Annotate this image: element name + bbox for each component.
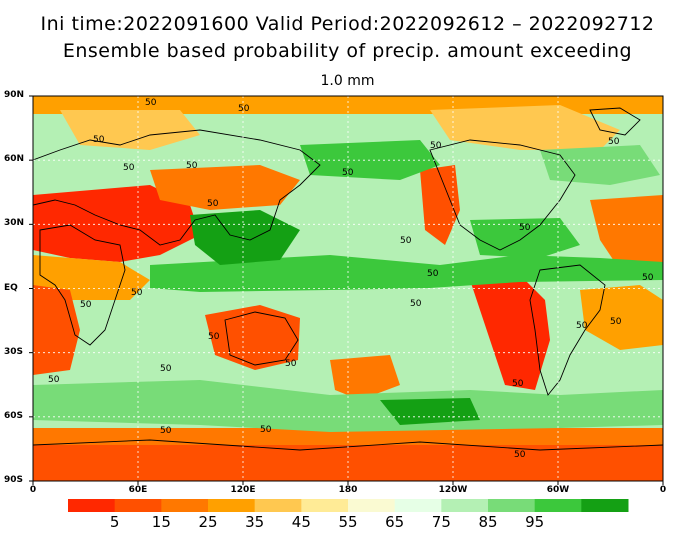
- longitude-label: 60W: [546, 485, 570, 495]
- colorbar-swatch: [208, 499, 256, 512]
- colorbar-swatch: [581, 499, 629, 512]
- california-dry: [420, 165, 460, 245]
- colorbar-label: 15: [151, 513, 171, 531]
- colorbar-label: 65: [385, 513, 405, 531]
- south-pacific-dry: [330, 355, 400, 400]
- contour-label: 50: [160, 426, 172, 436]
- colorbar-swatch: [348, 499, 396, 512]
- contour-label: 50: [430, 141, 442, 151]
- contour-label: 50: [80, 300, 92, 310]
- contour-label: 50: [123, 163, 135, 173]
- longitude-label: 0: [659, 485, 667, 495]
- australia-dry: [205, 305, 300, 370]
- itcz-wet-band: [150, 255, 663, 292]
- north-america-coast: [429, 139, 576, 251]
- colorbar-swatch: [488, 499, 536, 512]
- contour-label: 50: [207, 199, 219, 209]
- contour-label: 50: [285, 359, 297, 369]
- europe-north: [60, 110, 200, 150]
- colorbar-label: 35: [245, 513, 265, 531]
- grid-lines: [33, 96, 663, 481]
- contour-label: 50: [93, 135, 105, 145]
- colorbar-swatch: [441, 499, 489, 512]
- colorbar-swatch: [254, 499, 302, 512]
- axis-ticks: [29, 95, 664, 485]
- contour-label: 50: [514, 450, 526, 460]
- colorbar-swatch: [114, 499, 162, 512]
- colorbar-swatch: [301, 499, 349, 512]
- southeast-pacific-dry: [470, 275, 550, 390]
- colorbar-swatch: [161, 499, 209, 512]
- contour-label: 50: [576, 321, 588, 331]
- australia-coast: [224, 311, 299, 366]
- colorbar-swatch: [394, 499, 442, 512]
- latitude-label: 90S: [4, 475, 24, 485]
- southern-ocean-core: [380, 398, 480, 425]
- sahel-region: [33, 255, 150, 300]
- colorbar-label: 55: [338, 513, 358, 531]
- colorbar-label: 25: [198, 513, 218, 531]
- colorbar-label: 75: [431, 513, 451, 531]
- central-asia-dry: [150, 165, 300, 210]
- contour-label: 50: [131, 288, 143, 298]
- africa-coast: [39, 224, 126, 346]
- chart-title-line-1: Ini time:2022091600 Valid Period:2022092…: [40, 13, 655, 35]
- contour-label: 50: [400, 236, 412, 246]
- contour-label: 50: [208, 332, 220, 342]
- longitude-label: 120E: [230, 485, 256, 495]
- latitude-label: 60S: [4, 410, 24, 421]
- south-america-east: [580, 285, 663, 350]
- eurasia-coast: [33, 129, 321, 246]
- coastlines: [33, 107, 663, 451]
- central-america-wet: [470, 218, 580, 258]
- longitude-label: 60E: [128, 485, 148, 495]
- contour-label: 50: [160, 364, 172, 374]
- north-atlantic-dry: [590, 195, 663, 270]
- contour-label: 50: [519, 223, 531, 233]
- latitude-label: 30N: [4, 218, 25, 229]
- contour-label: 50: [642, 273, 654, 283]
- colorbar-label: 5: [109, 513, 120, 531]
- contour-label: 50: [186, 161, 198, 171]
- colorbar-label: 95: [525, 513, 545, 531]
- contour-label: 50: [410, 299, 422, 309]
- contour-label: 50: [342, 168, 354, 178]
- contour-label: 50: [427, 269, 439, 279]
- colorbar-label: 45: [291, 513, 311, 531]
- south-america-coast: [529, 264, 606, 396]
- threshold-label: 1.0 mm: [320, 73, 375, 89]
- antarctica-coast: [33, 439, 663, 451]
- greenland-coast: [589, 107, 641, 136]
- chart-title-line-2: Ensemble based probability of precip. am…: [62, 40, 633, 62]
- north-atlantic-storm-track: [540, 145, 660, 185]
- latitude-label: 90N: [4, 90, 25, 100]
- longitude-label: 120W: [438, 485, 468, 495]
- latitude-label: 60N: [4, 154, 25, 165]
- longitude-label: 180: [338, 485, 358, 495]
- colorbar-swatch: [68, 499, 116, 512]
- longitude-label: 0: [29, 485, 37, 495]
- latitude-label: EQ: [4, 282, 18, 293]
- contour-label: 50: [145, 98, 157, 108]
- latitude-label: 30S: [4, 346, 24, 357]
- colorbar-swatch: [534, 499, 582, 512]
- contour-label: 50: [260, 425, 272, 435]
- colorbar-label: 85: [478, 513, 498, 531]
- contour-label: 50: [608, 137, 620, 147]
- contour-label: 50: [48, 375, 60, 385]
- north-america-arctic: [430, 105, 620, 150]
- contour-label: 50: [512, 379, 524, 389]
- contour-label: 50: [610, 317, 622, 327]
- contour-label: 50: [238, 104, 250, 114]
